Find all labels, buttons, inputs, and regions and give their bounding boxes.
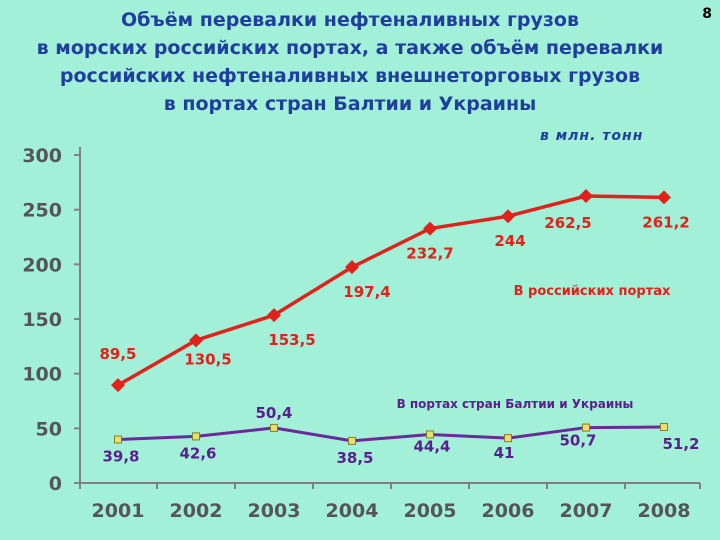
data-label-russia: 130,5 [184, 350, 231, 368]
series-line-russia [117, 194, 665, 387]
x-tick-label: 2001 [92, 500, 145, 522]
data-label-baltic: 44,4 [413, 437, 450, 455]
marker-baltic [348, 436, 356, 445]
axes [74, 147, 701, 489]
data-label-russia: 153,5 [268, 331, 315, 349]
marker-baltic [114, 435, 122, 444]
y-tick-label: 100 [22, 364, 62, 386]
unit-label: в млн. тонн [540, 128, 644, 144]
series-lines [117, 194, 665, 443]
marker-russia [657, 190, 671, 205]
data-label-baltic: 42,6 [179, 444, 216, 462]
data-label-baltic: 38,5 [336, 449, 373, 467]
marker-baltic [504, 434, 512, 443]
y-tick-label: 50 [36, 418, 62, 440]
data-label-russia: 232,7 [406, 245, 453, 263]
marker-russia [579, 189, 593, 203]
series-line-baltic [117, 425, 665, 443]
series-label-baltic: В портах стран Балтии и Украины [397, 397, 634, 411]
marker-russia [111, 378, 125, 393]
data-label-russia: 261,2 [642, 213, 689, 231]
x-tick-label: 2006 [482, 500, 535, 522]
data-labels: 89,5 130,5 153,5 197,4 232,7 244 262,5 261,2 39,… [99, 213, 699, 466]
data-label-russia: 244 [494, 232, 525, 250]
y-tick-label: 300 [22, 145, 62, 167]
data-label-russia: 262,5 [544, 214, 591, 232]
data-label-baltic: 51,2 [662, 435, 699, 453]
slide-number: 8 [702, 6, 712, 22]
data-label-baltic: 50,7 [559, 432, 596, 450]
data-label-baltic: 50,4 [255, 404, 292, 422]
x-tick-label: 2003 [248, 500, 301, 522]
marker-baltic [192, 432, 200, 441]
marker-russia [189, 333, 203, 348]
y-tick-label: 150 [22, 309, 62, 331]
data-label-baltic: 41 [494, 444, 515, 462]
data-markers [111, 189, 671, 445]
data-label-russia: 197,4 [343, 283, 390, 301]
title-line-2: в морских российских портах, а также объ… [36, 37, 664, 59]
marker-russia [345, 260, 359, 275]
title-line-3: российских нефтеналивных внешнеторговых … [59, 65, 641, 87]
y-tick-label: 0 [49, 473, 62, 495]
data-label-russia: 89,5 [99, 345, 136, 363]
x-tick-label: 2008 [638, 500, 691, 522]
marker-russia [423, 221, 437, 236]
marker-baltic [582, 423, 590, 432]
marker-baltic [660, 423, 668, 432]
marker-russia [501, 209, 515, 224]
x-tick-label: 2004 [326, 500, 379, 522]
x-tick-label: 2007 [560, 500, 613, 522]
y-tick-labels: 0 50 100 150 200 250 300 [22, 145, 62, 495]
y-tick-label: 250 [22, 200, 62, 222]
x-tick-labels: 2001 2002 2003 2004 2005 2006 2007 2008 [92, 500, 691, 522]
chart-title: Объём перевалки нефтеналивных грузов в м… [20, 6, 680, 118]
series-label-russia: В российских портах [514, 284, 671, 299]
title-line-1: Объём перевалки нефтеналивных грузов [121, 9, 579, 31]
marker-baltic [270, 423, 278, 432]
x-tick-label: 2002 [170, 500, 223, 522]
x-tick-label: 2005 [404, 500, 457, 522]
data-label-baltic: 39,8 [102, 447, 139, 465]
marker-russia [267, 308, 281, 323]
y-tick-label: 200 [22, 254, 62, 276]
series-labels: В российских портах В портах стран Балтии… [397, 284, 671, 411]
marker-baltic [426, 430, 434, 439]
title-line-4: в портах стран Балтии и Украины [163, 93, 537, 115]
